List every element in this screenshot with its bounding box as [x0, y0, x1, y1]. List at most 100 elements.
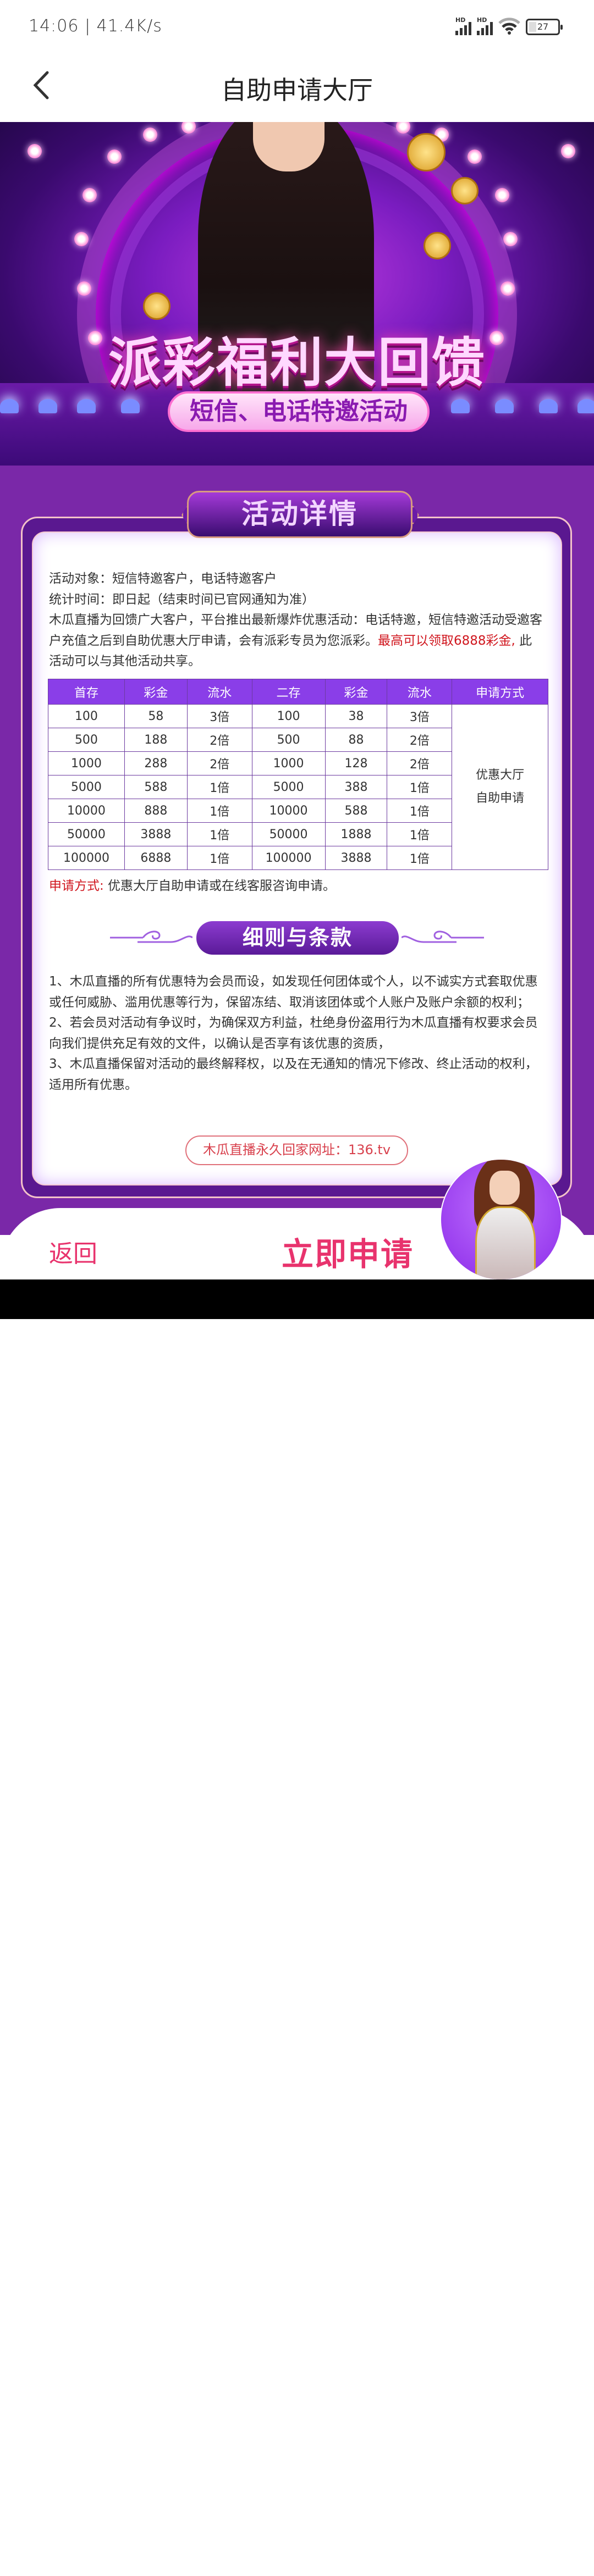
apply-method-text: 优惠大厅自助申请或在线客服咨询申请。 — [103, 879, 336, 893]
table-cell: 38 — [324, 704, 388, 728]
table-cell: 288 — [124, 751, 188, 775]
apply-method-label: 申请方式: — [49, 879, 104, 893]
table-cell: 188 — [124, 728, 188, 752]
table-cell: 1倍 — [387, 775, 453, 799]
hd-label: HD — [455, 16, 466, 24]
table-row: 100 58 3倍 100 38 3倍 优惠大厅 自助申请 — [48, 704, 548, 870]
table-cell: 88 — [324, 728, 388, 752]
details-text: 活动对象：短信特邀客户，电话特邀客户 统计时间：即日起（结束时间已官网通知为准）… — [49, 569, 544, 672]
battery-level: 27 — [537, 21, 549, 32]
table-header-row: 首存 彩金 流水 二存 彩金 流水 申请方式 — [48, 679, 548, 705]
col-header: 彩金 — [124, 679, 188, 705]
table-cell: 500 — [48, 728, 125, 752]
method-line: 自助申请 — [476, 791, 525, 805]
col-header: 首存 — [48, 679, 125, 705]
table-cell: 100 — [251, 704, 326, 728]
customer-service-avatar[interactable] — [440, 1159, 562, 1281]
table-cell: 3888 — [324, 846, 388, 870]
chevron-left-icon[interactable] — [28, 66, 61, 104]
table-cell: 100000 — [251, 846, 326, 870]
table-cell: 100 — [48, 704, 125, 728]
activity-period: 统计时间：即日起（结束时间已官网通知为准） — [49, 592, 315, 607]
table-cell: 6888 — [124, 846, 188, 870]
table-cell: 1倍 — [387, 799, 453, 823]
terms-list: 1、木瓜直播的所有优惠特为会员而设，如发现任何团体或个人，以不诚实方式套取优惠或… — [49, 972, 547, 1095]
method-line: 优惠大厅 — [476, 768, 525, 782]
activity-description: 木瓜直播为回馈广大客户，平台推出最新爆炸优惠活动：电话特邀，短信特邀活动受邀客户… — [49, 610, 544, 672]
col-header: 二存 — [251, 679, 326, 705]
table-row: 50000 3888 1倍 50000 1888 1倍 — [48, 822, 548, 846]
table-cell: 2倍 — [186, 751, 252, 775]
table-cell: 1倍 — [186, 775, 252, 799]
status-time: 14:06 | 41.4K/s — [29, 16, 162, 36]
table-cell: 3倍 — [387, 704, 453, 728]
section-title-terms: 细则与条款 — [196, 921, 399, 955]
table-cell: 888 — [124, 799, 188, 823]
table-cell: 2倍 — [387, 751, 453, 775]
table-cell: 58 — [124, 704, 188, 728]
promo-banner: 派彩福利大回馈 短信、电话特邀活动 — [0, 122, 594, 466]
table-cell: 10000 — [251, 799, 326, 823]
table-cell: 50000 — [48, 822, 125, 846]
table-row: 1000 288 2倍 1000 128 2倍 — [48, 751, 548, 775]
table-cell: 1倍 — [186, 846, 252, 870]
table-cell: 1倍 — [387, 846, 453, 870]
system-nav-bar — [0, 1279, 594, 2576]
table-cell: 3888 — [124, 822, 188, 846]
table-cell: 588 — [124, 775, 188, 799]
col-header: 申请方式 — [452, 679, 548, 705]
table-cell: 3倍 — [186, 704, 252, 728]
col-header: 彩金 — [324, 679, 388, 705]
table-cell: 1倍 — [186, 822, 252, 846]
banner-subtitle: 短信、电话特邀活动 — [168, 391, 430, 432]
apply-now-button[interactable]: 立即申请 — [282, 1236, 414, 1273]
table-cell: 100000 — [48, 846, 125, 870]
status-icons: HD HD 27 — [455, 16, 563, 35]
table-cell: 10000 — [48, 799, 125, 823]
table-cell: 5000 — [251, 775, 326, 799]
back-button[interactable]: 返回 — [49, 1240, 97, 1268]
description-tail: 此活动可以与其他活动共享。 — [49, 633, 532, 669]
app-header: 自助申请大厅 — [0, 44, 594, 122]
table-cell: 2倍 — [186, 728, 252, 752]
signal-icon: HD — [477, 16, 493, 35]
section-title-details: 活动详情 — [187, 491, 413, 538]
bonus-table: 首存 彩金 流水 二存 彩金 流水 申请方式 100 58 3倍 100 38 3倍 优惠大… — [48, 679, 548, 870]
activity-target: 活动对象：短信特邀客户，电话特邀客户 — [49, 572, 277, 586]
table-row: 500 188 2倍 500 88 2倍 — [48, 728, 548, 752]
table-row: 100000 6888 1倍 100000 3888 1倍 — [48, 846, 548, 870]
col-header: 流水 — [186, 679, 252, 705]
table-cell: 1000 — [48, 751, 125, 775]
banner-title: 派彩福利大回馈 — [108, 332, 486, 394]
left-ornament-icon — [110, 930, 193, 943]
table-cell: 1888 — [324, 822, 388, 846]
term-item: 1、木瓜直播的所有优惠特为会员而设，如发现任何团体或个人，以不诚实方式套取优惠或… — [49, 974, 538, 1010]
wifi-icon — [498, 18, 520, 35]
table-cell: 500 — [251, 728, 326, 752]
signal-icon: HD — [455, 16, 471, 35]
max-bonus-highlight: 最高可以领取6888彩金, — [378, 633, 515, 648]
term-item: 2、若会员对活动有争议时，为确保双方利益，杜绝身份盗用行为木瓜直播有权要求会员向… — [49, 1016, 538, 1051]
apply-method-line: 申请方式: 优惠大厅自助申请或在线客服咨询申请。 — [49, 876, 544, 897]
hd-label: HD — [477, 16, 487, 24]
page-title: 自助申请大厅 — [221, 75, 373, 105]
table-row: 5000 588 1倍 5000 388 1倍 — [48, 775, 548, 799]
table-cell: 5000 — [48, 775, 125, 799]
battery-icon: 27 — [526, 19, 563, 35]
description-text: 木瓜直播为回馈广大客户，平台推出最新爆炸优惠活动：电话特邀，短信特邀活动受邀客户… — [49, 613, 542, 648]
table-cell: 2倍 — [387, 728, 453, 752]
apply-method-cell: 优惠大厅 自助申请 — [452, 704, 548, 870]
home-url-link[interactable]: 木瓜直播永久回家网址：136.tv — [185, 1135, 408, 1165]
col-header: 流水 — [387, 679, 453, 705]
table-cell: 1倍 — [186, 799, 252, 823]
table-cell: 388 — [324, 775, 388, 799]
table-cell: 1倍 — [387, 822, 453, 846]
term-item: 3、木瓜直播保留对活动的最终解释权，以及在无通知的情况下修改、终止活动的权利，适… — [49, 1057, 538, 1092]
status-bar: 14:06 | 41.4K/s HD HD 27 — [0, 0, 594, 44]
home-gesture-handle[interactable] — [185, 2569, 406, 2576]
table-cell: 1000 — [251, 751, 326, 775]
table-cell: 50000 — [251, 822, 326, 846]
table-cell: 588 — [324, 799, 388, 823]
table-cell: 128 — [324, 751, 388, 775]
right-ornament-icon — [402, 930, 484, 943]
